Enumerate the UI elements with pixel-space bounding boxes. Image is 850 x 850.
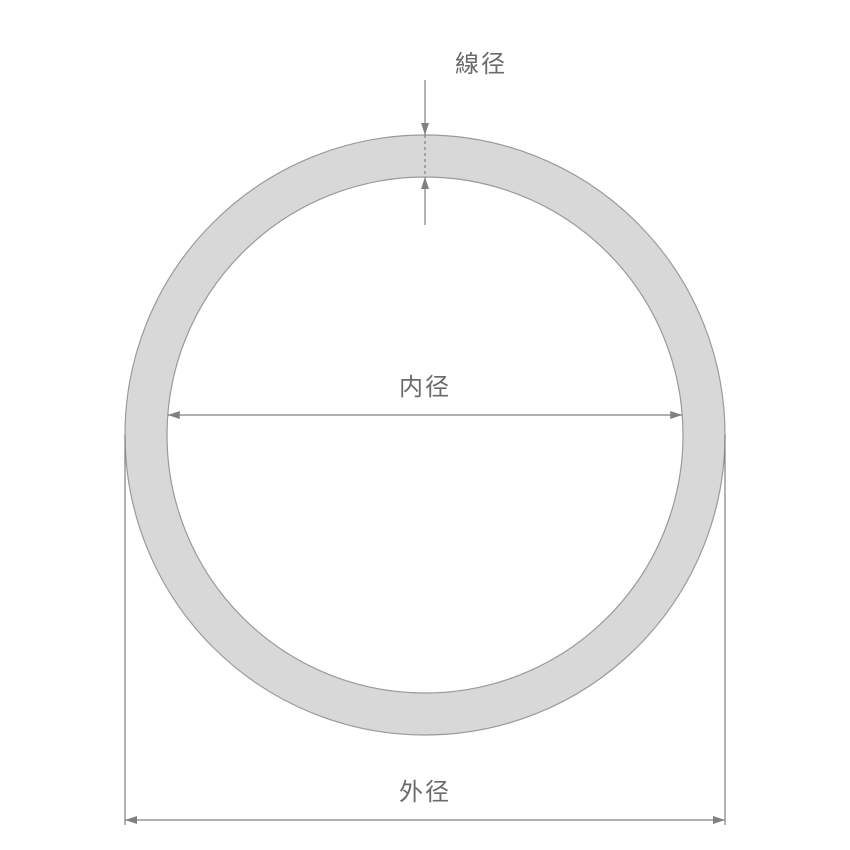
arrowhead [421,177,429,189]
arrowhead [125,816,137,824]
arrowhead [670,411,682,419]
wire-diameter-label: 線径 [455,51,507,78]
outer-diameter-label: 外径 [399,779,451,806]
arrowhead [421,123,429,135]
ring-diagram: 内径外径 線径 [0,0,850,850]
inner-diameter-dimension: 内径 [168,374,682,419]
arrowhead [713,816,725,824]
arrowhead [168,411,180,419]
inner-diameter-label: 内径 [399,374,451,401]
